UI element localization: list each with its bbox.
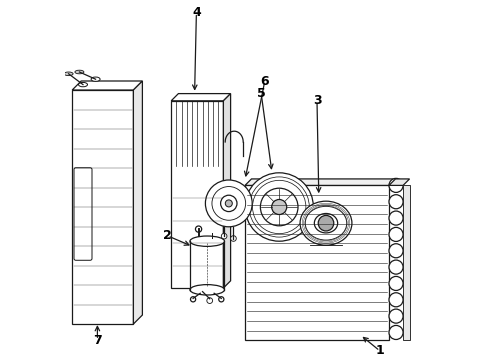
Polygon shape: [223, 94, 231, 288]
Text: 1: 1: [376, 345, 384, 357]
Circle shape: [318, 215, 334, 231]
Circle shape: [245, 173, 314, 241]
Circle shape: [389, 195, 403, 209]
Circle shape: [389, 325, 403, 339]
Polygon shape: [389, 179, 410, 185]
Bar: [171, 101, 223, 288]
Circle shape: [212, 186, 245, 220]
Ellipse shape: [78, 82, 88, 87]
Ellipse shape: [190, 236, 224, 246]
Text: 2: 2: [163, 229, 172, 242]
Ellipse shape: [315, 213, 338, 233]
Text: 6: 6: [261, 75, 269, 87]
Circle shape: [389, 293, 403, 307]
Polygon shape: [133, 81, 143, 324]
Text: 7: 7: [93, 334, 102, 347]
Ellipse shape: [305, 206, 347, 240]
Text: 5: 5: [257, 87, 266, 100]
Circle shape: [225, 200, 232, 207]
Text: 3: 3: [313, 94, 321, 107]
Circle shape: [389, 228, 403, 242]
Circle shape: [389, 309, 403, 323]
Circle shape: [260, 188, 298, 226]
FancyBboxPatch shape: [74, 168, 92, 260]
Circle shape: [196, 226, 202, 232]
Circle shape: [207, 298, 213, 303]
Circle shape: [220, 195, 237, 212]
Circle shape: [249, 177, 309, 237]
Circle shape: [389, 276, 403, 291]
Circle shape: [191, 297, 196, 302]
Circle shape: [389, 178, 403, 193]
Bar: [72, 90, 133, 324]
Ellipse shape: [300, 201, 352, 245]
Polygon shape: [171, 94, 231, 101]
Circle shape: [389, 244, 403, 258]
Circle shape: [221, 233, 227, 239]
Bar: [245, 185, 389, 340]
Circle shape: [271, 199, 287, 215]
Polygon shape: [72, 81, 143, 90]
Ellipse shape: [190, 285, 224, 295]
Polygon shape: [245, 179, 395, 185]
Circle shape: [389, 211, 403, 225]
Circle shape: [219, 297, 224, 302]
Text: 4: 4: [192, 6, 201, 19]
Circle shape: [205, 180, 252, 227]
Ellipse shape: [64, 72, 73, 76]
Bar: [403, 185, 410, 340]
Ellipse shape: [75, 70, 84, 74]
Circle shape: [389, 260, 403, 274]
Circle shape: [231, 236, 236, 241]
Ellipse shape: [91, 77, 100, 81]
Circle shape: [252, 180, 306, 234]
